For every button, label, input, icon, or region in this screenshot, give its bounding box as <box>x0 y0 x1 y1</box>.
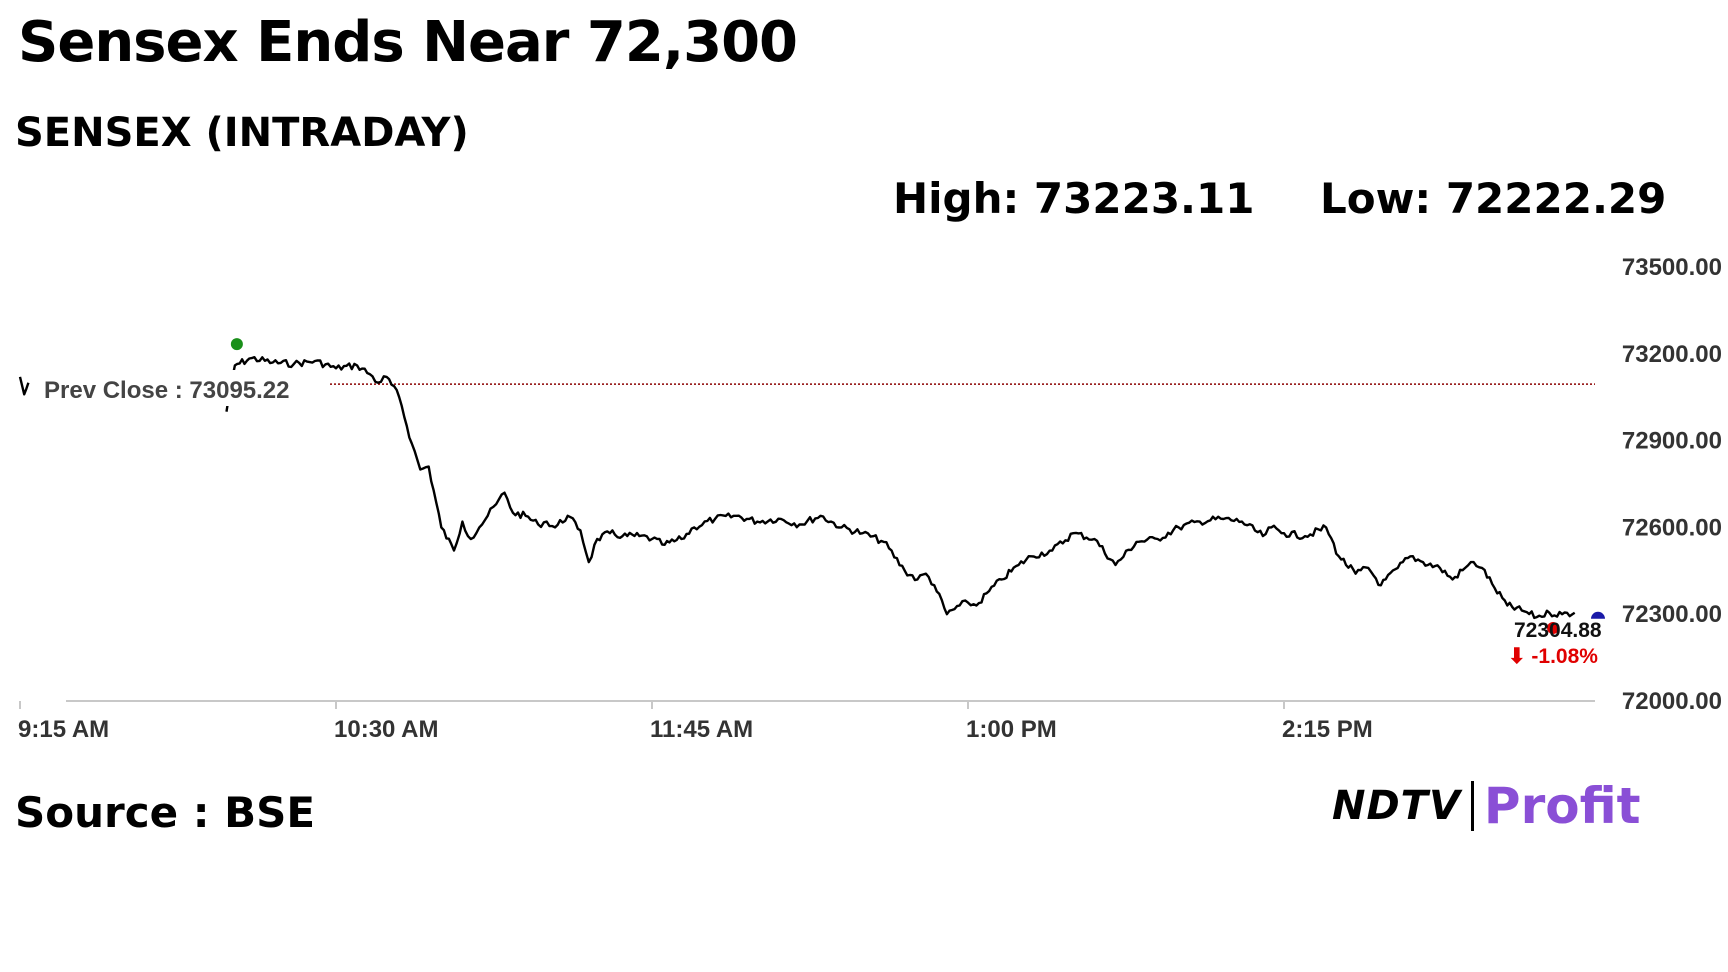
x-tick-label: 10:30 AM <box>334 716 438 743</box>
logo-divider <box>1470 781 1474 831</box>
y-tick-label: 72600.00 <box>1622 514 1722 541</box>
prev-close-label: Prev Close : 73095.22 <box>44 377 290 404</box>
x-tick-label: 9:15 AM <box>18 716 109 743</box>
change-percent-label: ⬇ -1.08% <box>1508 645 1598 668</box>
logo-profit-text: Profit <box>1483 777 1641 835</box>
y-tick-label: 73500.00 <box>1622 254 1722 281</box>
y-tick-label: 73200.00 <box>1622 341 1722 368</box>
x-tick-label: 11:45 AM <box>650 716 753 743</box>
low-label: Low: 72222.29 <box>1320 174 1667 223</box>
y-axis-ticks: 73500.00 73200.00 72900.00 72600.00 72300.00… <box>1622 254 1722 715</box>
high-label: High: 73223.11 <box>893 174 1255 223</box>
x-tick-label: 2:15 PM <box>1282 716 1373 743</box>
y-tick-label: 72900.00 <box>1622 428 1722 455</box>
x-axis-ticks: 9:15 AM 10:30 AM 11:45 AM 1:00 PM 2:15 PM <box>18 701 1373 743</box>
headline: Sensex Ends Near 72,300 <box>18 10 798 75</box>
source-note: Source : BSE <box>15 788 316 837</box>
ndtv-profit-logo: NDTV Profit <box>1332 777 1641 835</box>
current-value-marker <box>1591 611 1605 619</box>
day-high-marker <box>230 338 243 351</box>
prev-close-label-bg <box>40 370 330 406</box>
chart-subtitle: SENSEX (INTRADAY) <box>15 110 469 156</box>
last-value-label: 72304.88 <box>1514 619 1602 642</box>
sensex-price-line <box>18 356 1576 620</box>
x-tick-label: 1:00 PM <box>966 716 1057 743</box>
last-price-marker <box>1547 622 1559 634</box>
logo-ndtv-text: NDTV <box>1332 783 1461 829</box>
y-tick-label: 72300.00 <box>1622 601 1722 628</box>
y-tick-label: 72000.00 <box>1622 688 1722 715</box>
